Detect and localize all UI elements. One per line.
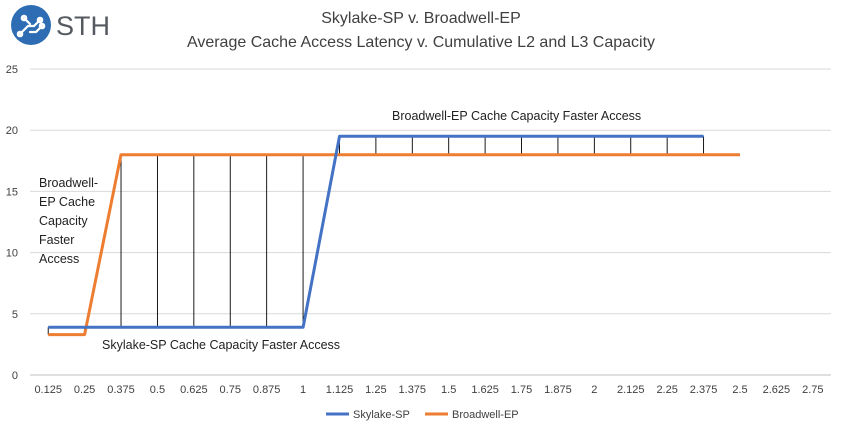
- gridlines: [30, 68, 831, 376]
- x-tick-label: 1.75: [511, 384, 532, 396]
- drop-lines: [47, 136, 705, 335]
- x-tick-label: 1.125: [326, 384, 354, 396]
- annotation-broadwell-top: Broadwell-EP Cache Capacity Faster Acces…: [392, 109, 641, 123]
- x-tick-label: 2.625: [763, 384, 791, 396]
- x-tick-label: 1.875: [544, 384, 572, 396]
- legend: Skylake-SP Broadwell-EP: [326, 409, 519, 421]
- annotation-skylake: Skylake-SP Cache Capacity Faster Access: [102, 338, 340, 352]
- chart-title: Skylake-SP v. Broadwell-EP: [321, 10, 520, 27]
- x-axis-ticks: 0.125 0.25 0.375 0.5 0.625 0.75 0.875 1 1.125 1.2…: [34, 384, 823, 396]
- x-tick-label: 2.375: [690, 384, 718, 396]
- x-tick-label: 0.25: [74, 384, 95, 396]
- annotation-broadwell-left: Broadwell-EP Cache Capacity Faster Access: [39, 176, 98, 266]
- series: [48, 134, 740, 337]
- y-tick-label: 15: [6, 186, 18, 198]
- x-tick-label: 2.25: [656, 384, 677, 396]
- legend-label: Broadwell-EP: [452, 409, 519, 421]
- x-tick-label: 0.625: [180, 384, 208, 396]
- y-tick-label: 25: [6, 64, 18, 76]
- chart-subtitle: Average Cache Access Latency v. Cumulati…: [187, 34, 655, 51]
- y-tick-label: 10: [6, 248, 18, 260]
- annotations: Broadwell-EP Cache Capacity Faster Acces…: [39, 109, 641, 352]
- legend-label: Skylake-SP: [353, 409, 410, 421]
- logo-text: STH: [56, 11, 110, 41]
- series-line: [48, 134, 704, 329]
- x-tick-label: 0.875: [253, 384, 281, 396]
- y-axis-ticks: 0 5 10 15 20 25: [6, 64, 18, 382]
- x-tick-label: 0.375: [107, 384, 135, 396]
- x-tick-label: 1.5: [441, 384, 456, 396]
- x-tick-label: 1.25: [365, 384, 386, 396]
- x-tick-label: 1.625: [471, 384, 499, 396]
- series-line: [48, 153, 740, 337]
- x-tick-label: 2.125: [617, 384, 645, 396]
- sth-logo: STH: [11, 5, 110, 45]
- x-tick-label: 2.75: [802, 384, 823, 396]
- y-tick-label: 0: [12, 370, 18, 382]
- y-tick-label: 20: [6, 125, 18, 137]
- circuit-icon: [16, 14, 46, 38]
- x-tick-label: 2: [591, 384, 597, 396]
- y-tick-label: 5: [12, 309, 18, 321]
- x-tick-label: 0.5: [150, 384, 165, 396]
- x-tick-label: 2.5: [732, 384, 747, 396]
- x-tick-label: 1: [300, 384, 306, 396]
- x-tick-label: 1.375: [399, 384, 427, 396]
- x-tick-label: 0.75: [220, 384, 241, 396]
- x-tick-label: 0.125: [34, 384, 62, 396]
